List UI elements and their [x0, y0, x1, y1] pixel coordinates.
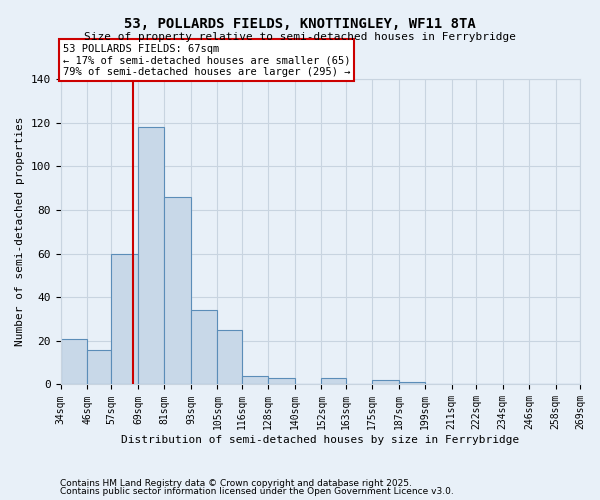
X-axis label: Distribution of semi-detached houses by size in Ferrybridge: Distribution of semi-detached houses by …	[121, 435, 520, 445]
Bar	[399, 382, 425, 384]
Bar	[112, 254, 138, 384]
Bar	[164, 197, 191, 384]
Bar	[242, 376, 268, 384]
Bar	[372, 380, 399, 384]
Bar	[191, 310, 217, 384]
Text: Contains public sector information licensed under the Open Government Licence v3: Contains public sector information licen…	[60, 487, 454, 496]
Y-axis label: Number of semi-detached properties: Number of semi-detached properties	[15, 117, 25, 346]
Bar	[87, 350, 112, 384]
Bar	[138, 127, 164, 384]
Text: Contains HM Land Registry data © Crown copyright and database right 2025.: Contains HM Land Registry data © Crown c…	[60, 478, 412, 488]
Text: 53 POLLARDS FIELDS: 67sqm
← 17% of semi-detached houses are smaller (65)
79% of : 53 POLLARDS FIELDS: 67sqm ← 17% of semi-…	[63, 44, 350, 77]
Bar	[268, 378, 295, 384]
Bar	[61, 338, 87, 384]
Bar	[322, 378, 346, 384]
Bar	[217, 330, 242, 384]
Text: Size of property relative to semi-detached houses in Ferrybridge: Size of property relative to semi-detach…	[84, 32, 516, 42]
Text: 53, POLLARDS FIELDS, KNOTTINGLEY, WF11 8TA: 53, POLLARDS FIELDS, KNOTTINGLEY, WF11 8…	[124, 18, 476, 32]
